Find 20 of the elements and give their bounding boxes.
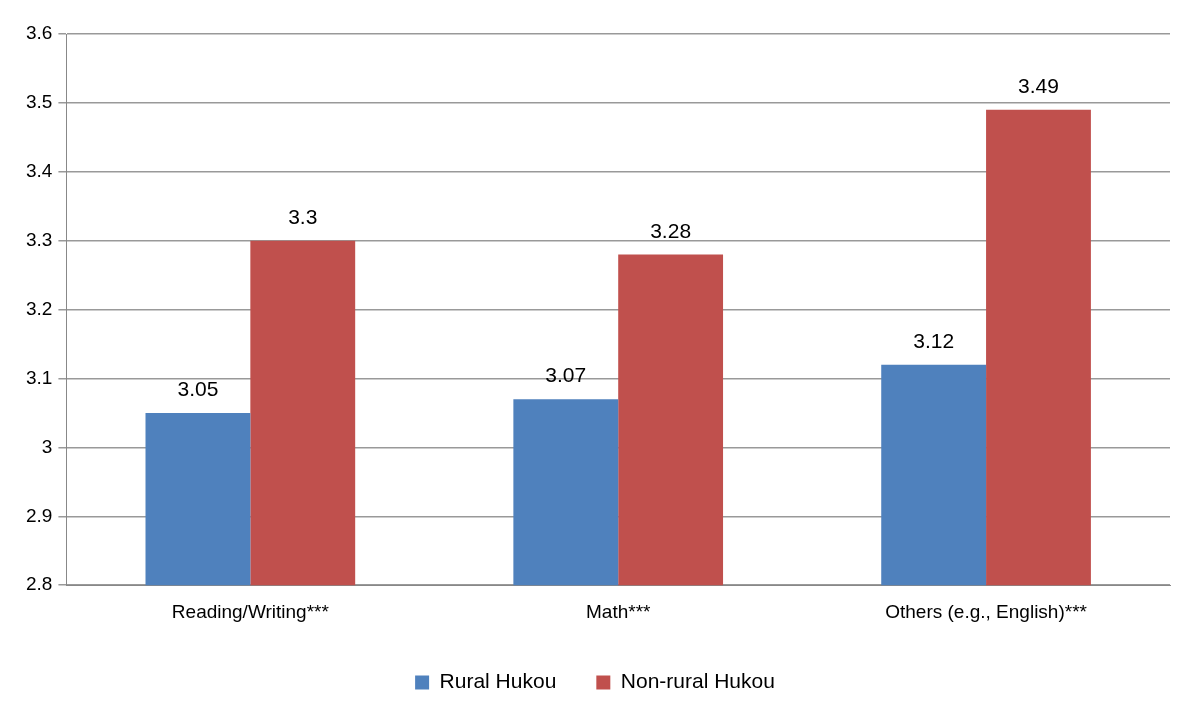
x-tick-label: Reading/Writing***: [171, 600, 330, 622]
data-label: 3.12: [913, 329, 955, 353]
legend-label: Rural Hukou: [439, 669, 557, 693]
y-tick-label: 3.3: [25, 228, 53, 250]
data-label: 3.28: [650, 218, 692, 242]
y-tick-label: 3.6: [25, 22, 53, 44]
data-label: 3.49: [1018, 74, 1059, 98]
y-tick-label: 3.1: [25, 366, 53, 388]
y-tick-label: 3.2: [25, 297, 53, 319]
x-tick-label: Math***: [586, 600, 652, 622]
y-tick-label: 2.8: [25, 573, 53, 595]
y-tick-label: 3: [41, 435, 53, 457]
data-label: 3.07: [545, 363, 587, 387]
x-tick-label: Others (e.g., English)***: [885, 600, 1088, 622]
data-label: 3.3: [288, 205, 318, 228]
y-tick-label: 3.4: [25, 160, 53, 182]
data-label: 3.05: [177, 377, 219, 401]
legend-label: Non-rural Hukou: [620, 669, 775, 693]
y-tick-label: 3.5: [25, 91, 53, 113]
y-tick-label: 2.9: [25, 504, 53, 526]
